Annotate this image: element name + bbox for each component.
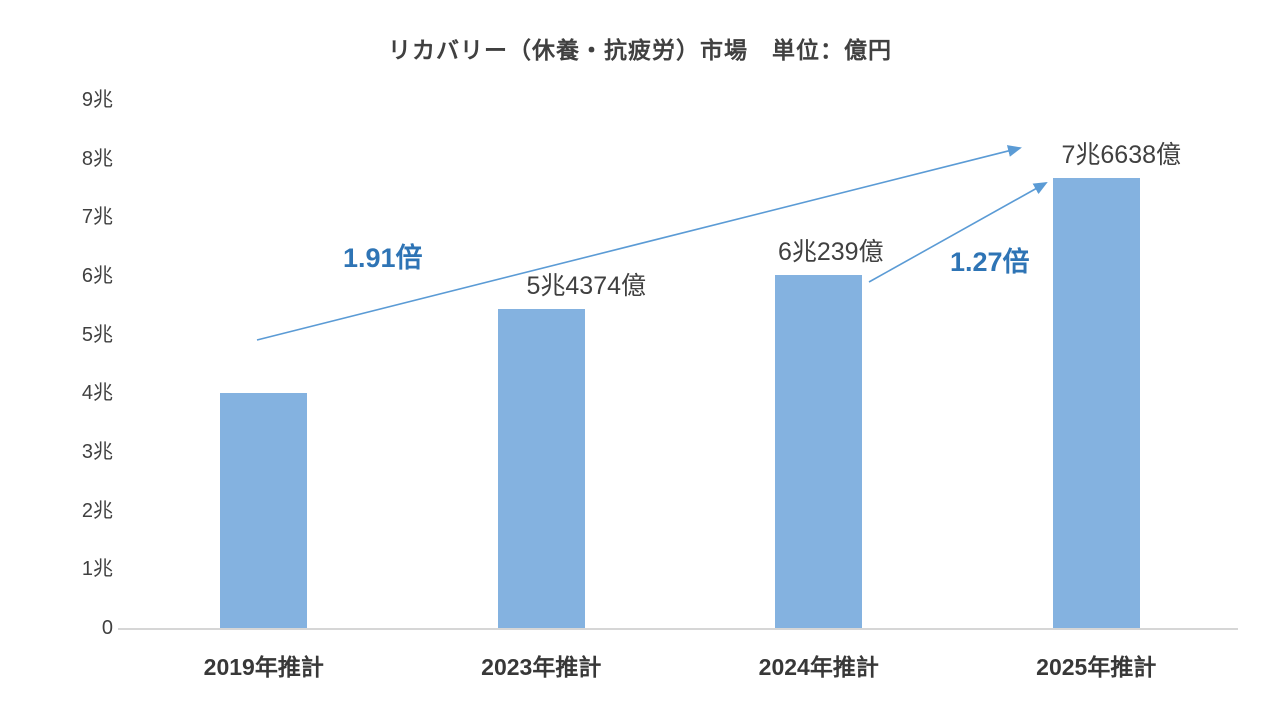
- growth-rate-label-2024-to-2025: 1.27倍: [950, 247, 1030, 277]
- y-tick-label: 7兆: [81, 206, 113, 229]
- x-axis-label-2025: 2025年推計: [1036, 654, 1157, 680]
- x-axis-label-2019: 2019年推計: [203, 654, 324, 680]
- y-tick-label: 3兆: [81, 441, 113, 463]
- bar-2019: [220, 392, 308, 628]
- y-tick-label: 5兆: [81, 323, 113, 346]
- x-axis-label-2023: 2023年推計: [481, 654, 602, 680]
- y-axis: 9兆 8兆 7兆 6兆 5兆 4兆 3兆 2兆 1兆 0: [0, 0, 113, 711]
- bar-value-label-2023: 5兆4374億: [526, 272, 647, 300]
- bar-2023: [497, 309, 585, 628]
- x-axis-line: [118, 628, 1238, 630]
- y-tick-label: 8兆: [81, 147, 113, 170]
- bar-2024: [775, 274, 863, 628]
- y-tick-label: 6兆: [81, 265, 113, 287]
- bar-value-label-2024: 6兆239億: [777, 237, 884, 266]
- bar-2025: [1052, 178, 1140, 628]
- y-tick-label: 2兆: [81, 499, 113, 522]
- bar-value-label-2025: 7兆6638億: [1061, 141, 1182, 170]
- y-tick-label: 9兆: [81, 89, 113, 111]
- chart-title: リカバリー（休養・抗疲労）市場 単位：億円: [388, 37, 892, 63]
- y-tick-label: 4兆: [81, 382, 113, 405]
- y-tick-label: 1兆: [81, 558, 113, 581]
- growth-rate-label-2019-to-2025: 1.91倍: [343, 243, 423, 273]
- x-axis-label-2024: 2024年推計: [758, 654, 879, 680]
- y-tick-label: 0: [101, 617, 113, 639]
